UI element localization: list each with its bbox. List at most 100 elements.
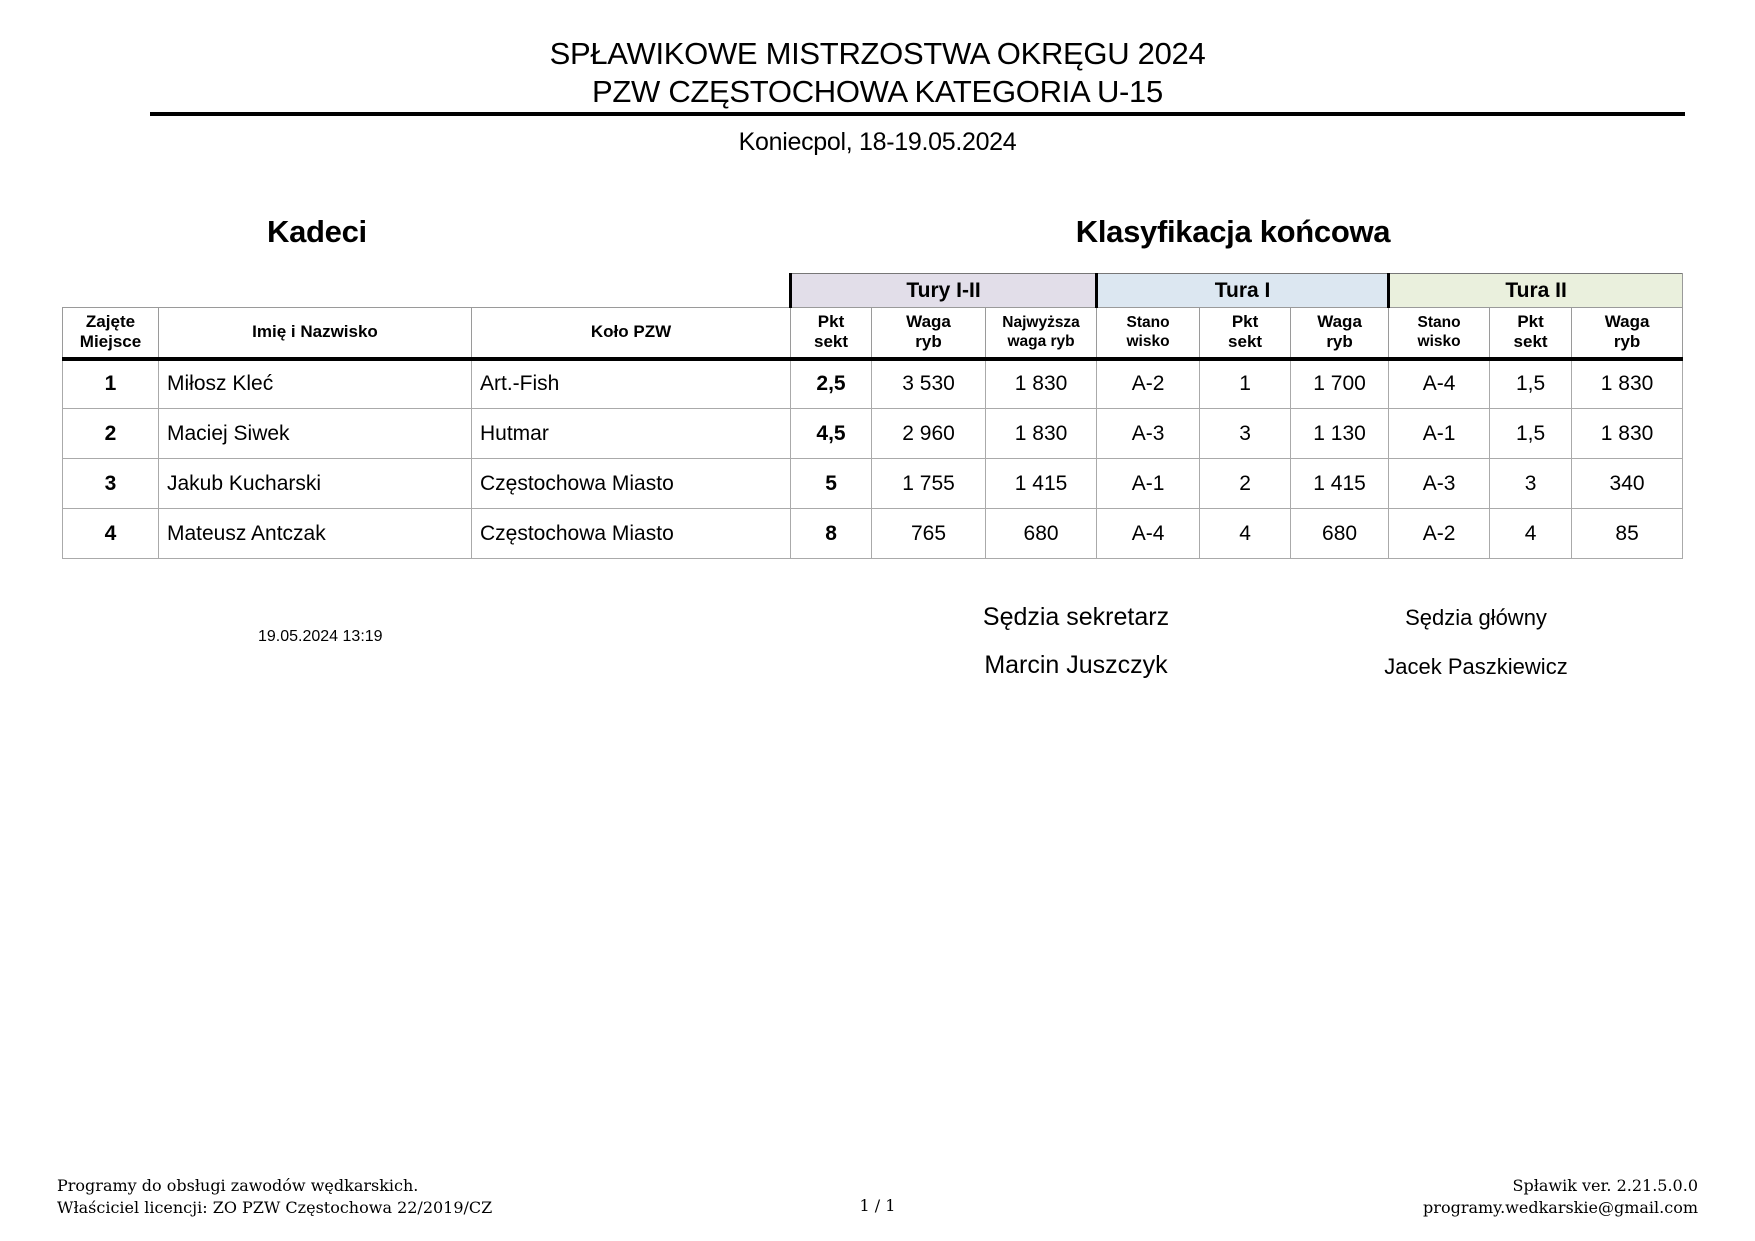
page-number: 1 / 1 xyxy=(859,1196,896,1215)
cell-t2-stanowisko: A-2 xyxy=(1388,508,1491,559)
cell-t2-waga: 85 xyxy=(1571,508,1684,559)
cell-t2-waga: 1 830 xyxy=(1571,358,1684,409)
col-header-text: Pkt xyxy=(1231,312,1259,332)
group-header-tura-1: Tura I xyxy=(1095,273,1389,308)
col-header-text: Waga xyxy=(1317,312,1362,332)
cell-t1-waga: 1 415 xyxy=(1290,458,1390,509)
cell-t1-pkt: 1 xyxy=(1199,358,1292,409)
col-header-text: sekt xyxy=(1513,332,1548,352)
print-timestamp: 19.05.2024 13:19 xyxy=(258,628,383,645)
col-header-text: Zajęte xyxy=(85,312,136,332)
col-header-t2-waga: Waga ryb xyxy=(1571,307,1684,361)
col-header-text: ryb xyxy=(1326,332,1353,352)
col-header-t12-pkt: Pkt sekt xyxy=(790,307,873,361)
cell-t12-waga: 765 xyxy=(871,508,987,559)
table-row: 2 Maciej Siwek Hutmar 4,5 2 960 1 830 A-… xyxy=(62,408,1684,459)
col-header-t1-stanowisko: Stano wisko xyxy=(1096,307,1201,361)
col-header-t2-stanowisko: Stano wisko xyxy=(1388,307,1491,361)
col-header-text: sekt xyxy=(814,332,849,352)
col-header-text: Pkt xyxy=(817,312,845,332)
footer-version-block: Spławik ver. 2.21.5.0.0 programy.wedkars… xyxy=(1423,1175,1698,1219)
col-header-club: Koło PZW xyxy=(470,307,792,361)
col-header-text: Miejsce xyxy=(79,332,142,352)
col-header-text: waga ryb xyxy=(1007,333,1075,351)
secretary-judge-title: Sędzia sekretarz xyxy=(982,603,1170,631)
footer-program-info: Programy do obsługi zawodów wędkarskich. xyxy=(57,1176,419,1195)
chief-judge-name: Jacek Paszkiewicz xyxy=(1384,654,1568,679)
cell-t1-stanowisko: A-3 xyxy=(1096,408,1201,459)
title-divider xyxy=(150,112,1685,116)
cell-t12-pkt: 5 xyxy=(790,458,873,509)
group-header-tura-2: Tura II xyxy=(1387,273,1684,308)
col-header-text: Pkt xyxy=(1517,312,1544,332)
footer-license-owner: Właściciel licencji: ZO PZW Częstochowa … xyxy=(57,1198,493,1217)
cell-t1-pkt: 3 xyxy=(1199,408,1292,459)
secretary-judge-name: Marcin Juszczyk xyxy=(984,651,1168,679)
group-header-row: Tury I-II Tura I Tura II xyxy=(62,273,1684,308)
col-header-t1-pkt: Pkt sekt xyxy=(1199,307,1292,361)
cell-t12-max: 1 830 xyxy=(985,408,1098,459)
cell-t2-stanowisko: A-3 xyxy=(1388,458,1491,509)
cell-t1-pkt: 2 xyxy=(1199,458,1292,509)
footer-app-version: Spławik ver. 2.21.5.0.0 xyxy=(1512,1176,1698,1195)
col-header-text: Waga xyxy=(906,312,951,332)
col-header-text: wisko xyxy=(1126,333,1170,351)
col-header-name: Imię i Nazwisko xyxy=(158,307,472,361)
cell-t12-pkt: 4,5 xyxy=(790,408,873,459)
cell-t12-pkt: 8 xyxy=(790,508,873,559)
cell-club: Hutmar xyxy=(470,408,792,459)
cell-place: 1 xyxy=(62,358,159,409)
col-header-text: sekt xyxy=(1228,332,1263,352)
cell-club: Częstochowa Miasto xyxy=(470,508,792,559)
cell-t12-max: 1 415 xyxy=(985,458,1098,509)
cell-t1-stanowisko: A-2 xyxy=(1096,358,1201,409)
classification-heading: Klasyfikacja końcowa xyxy=(1075,214,1391,249)
chief-judge-title: Sędzia główny xyxy=(1405,605,1547,630)
col-header-place: Zajęte Miejsce xyxy=(62,307,159,361)
cell-t12-max: 680 xyxy=(985,508,1098,559)
cell-t2-waga: 1 830 xyxy=(1571,408,1684,459)
column-header-row: Zajęte Miejsce Imię i Nazwisko Koło PZW … xyxy=(62,307,1684,361)
event-location-date: Koniecpol, 18-19.05.2024 xyxy=(738,128,1017,156)
group-header-blank xyxy=(62,273,791,308)
cell-t2-waga: 340 xyxy=(1571,458,1684,509)
col-header-text: Imię i Nazwisko xyxy=(252,322,378,342)
table-row: 4 Mateusz Antczak Częstochowa Miasto 8 7… xyxy=(62,508,1684,559)
col-header-text: Stano xyxy=(1417,314,1461,332)
col-header-t2-pkt: Pkt sekt xyxy=(1489,307,1573,361)
cell-t2-stanowisko: A-4 xyxy=(1388,358,1491,409)
cell-t1-stanowisko: A-1 xyxy=(1096,458,1201,509)
footer-license-block: Programy do obsługi zawodów wędkarskich.… xyxy=(57,1175,492,1219)
cell-place: 4 xyxy=(62,508,159,559)
cell-t1-waga: 1 700 xyxy=(1290,358,1390,409)
cell-place: 3 xyxy=(62,458,159,509)
cell-t12-waga: 3 530 xyxy=(871,358,987,409)
cell-place: 2 xyxy=(62,408,159,459)
cell-t1-stanowisko: A-4 xyxy=(1096,508,1201,559)
col-header-text: Najwyższa xyxy=(1002,314,1080,332)
cell-name: Mateusz Antczak xyxy=(158,508,472,559)
col-header-text: ryb xyxy=(915,332,942,352)
col-header-text: Koło PZW xyxy=(590,322,672,342)
cell-name: Maciej Siwek xyxy=(158,408,472,459)
cell-t1-waga: 680 xyxy=(1290,508,1390,559)
col-header-t12-max: Najwyższa waga ryb xyxy=(985,307,1098,361)
group-header-tury-1-2: Tury I-II xyxy=(789,273,1097,308)
cell-club: Częstochowa Miasto xyxy=(470,458,792,509)
cell-name: Jakub Kucharski xyxy=(158,458,472,509)
col-header-text: wisko xyxy=(1417,333,1461,351)
col-header-text: ryb xyxy=(1613,332,1641,352)
col-header-text: Waga xyxy=(1604,312,1650,332)
report-title-line2: PZW CZĘSTOCHOWA KATEGORIA U-15 xyxy=(592,74,1163,109)
cell-t2-pkt: 3 xyxy=(1489,458,1573,509)
category-heading: Kadeci xyxy=(267,214,367,249)
table-row: 3 Jakub Kucharski Częstochowa Miasto 5 1… xyxy=(62,458,1684,509)
cell-club: Art.-Fish xyxy=(470,358,792,409)
table-row: 1 Miłosz Kleć Art.-Fish 2,5 3 530 1 830 … xyxy=(62,358,1684,409)
col-header-t1-waga: Waga ryb xyxy=(1290,307,1390,361)
cell-t12-waga: 2 960 xyxy=(871,408,987,459)
results-table: Tury I-II Tura I Tura II Zajęte Miejsce … xyxy=(62,273,1684,559)
cell-t2-stanowisko: A-1 xyxy=(1388,408,1491,459)
col-header-text: Stano xyxy=(1126,314,1170,332)
